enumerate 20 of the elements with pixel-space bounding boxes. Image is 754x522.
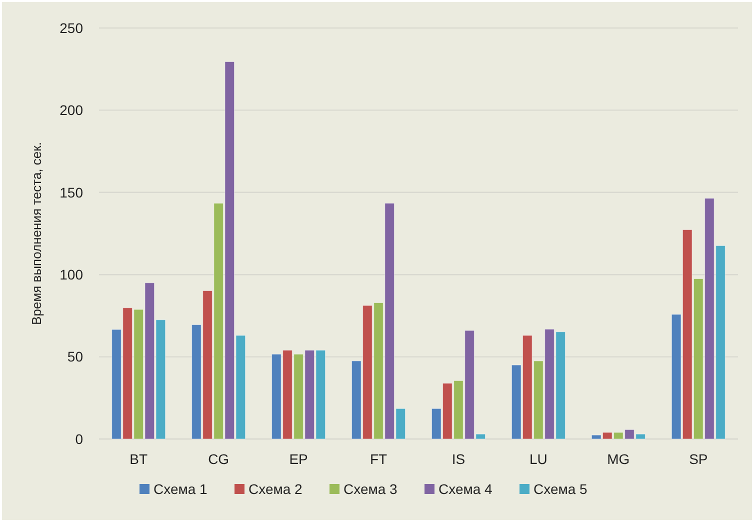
y-tick-label: 250 bbox=[60, 20, 84, 36]
y-axis-title: Время выполнения теста, сек. bbox=[29, 142, 44, 325]
y-tick-label: 50 bbox=[67, 348, 84, 365]
x-tick-label: IS bbox=[452, 451, 466, 467]
x-tick-label: FT bbox=[370, 451, 388, 467]
legend-label: Схема 2 bbox=[248, 481, 303, 497]
y-tick-label: 150 bbox=[60, 184, 84, 200]
x-tick-label: SP bbox=[689, 451, 708, 467]
y-tick-label: 200 bbox=[60, 102, 84, 118]
x-tick-label: BT bbox=[130, 451, 148, 467]
x-tick-label: EP bbox=[289, 451, 308, 467]
y-tick-label: 0 bbox=[75, 430, 84, 447]
legend-label: Схема 1 bbox=[154, 481, 208, 497]
legend-label: Схема 5 bbox=[534, 481, 588, 497]
x-tick-label: LU bbox=[530, 451, 548, 467]
x-tick-label: MG bbox=[607, 451, 630, 467]
legend-label: Схема 3 bbox=[344, 481, 398, 497]
y-tick-label: 100 bbox=[60, 266, 84, 282]
x-tick-label: CG bbox=[208, 451, 230, 467]
legend-label: Схема 4 bbox=[438, 481, 493, 497]
